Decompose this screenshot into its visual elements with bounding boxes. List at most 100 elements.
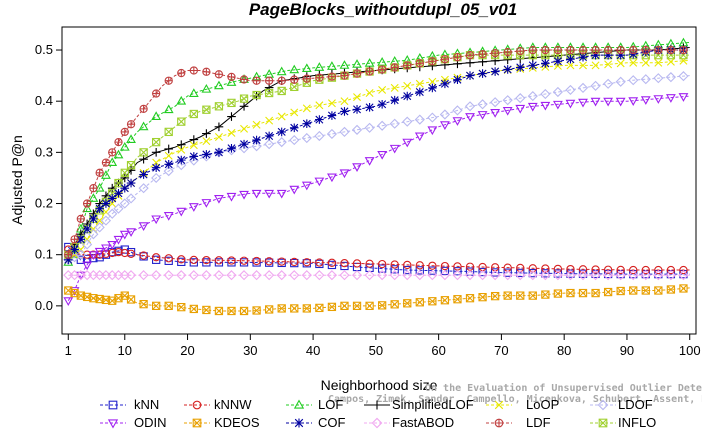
data-point [226,77,237,86]
data-point [427,112,438,123]
data-point [302,104,311,113]
data-point [227,112,236,121]
data-point [176,155,186,165]
data-point [390,95,400,105]
data-point [114,247,123,257]
legend-label: LDOF [618,397,653,412]
data-point [138,270,149,281]
legend-item-odin: ODIN [100,415,167,430]
data-point [152,89,161,98]
data-point [578,45,588,55]
data-point [327,111,337,120]
data-point [113,235,124,245]
data-point [277,76,286,85]
data-point [453,295,462,304]
legend-item-inflo: INFLO [590,415,656,430]
data-point [340,261,349,271]
data-point [152,137,161,147]
data-point [415,261,424,270]
data-point [252,135,261,145]
data-point [678,93,689,102]
data-point [264,131,274,141]
data-point [590,97,601,107]
data-point [314,130,325,142]
data-point [478,293,487,302]
y-axis: 0.0 0.1 0.2 0.3 0.4 0.5 [35,42,62,313]
x-tick-label: 100 [679,343,701,358]
data-point [107,157,118,167]
data-point [352,259,362,268]
data-point [202,150,211,159]
series-simplifiedlof [63,43,690,260]
data-point [277,127,287,137]
data-point [76,255,85,264]
data-point [666,45,676,55]
data-point [264,257,274,266]
legend-item-knnw: kNNW [184,397,252,412]
data-point [120,173,130,183]
data-point [214,256,224,265]
data-point [177,302,186,312]
data-point [515,270,526,281]
data-point [126,228,136,237]
data-point [227,256,236,265]
legend-item-lof: LOF [286,397,343,412]
data-point [120,168,129,177]
series-layer [63,37,690,316]
data-point [201,270,212,281]
data-point [666,285,676,294]
data-point [641,286,650,295]
y-axis-label: Adjusted P@n [9,135,25,225]
data-point [603,265,613,274]
data-point [327,258,337,267]
y-tick-label: 0.1 [35,247,53,262]
data-point [414,114,425,125]
series-ldf [64,45,690,259]
data-point [352,301,362,311]
data-point [177,257,186,267]
data-point [340,71,349,80]
data-point [440,55,450,64]
data-point [202,137,211,146]
data-point [541,290,550,299]
data-point [301,270,312,281]
data-point [189,109,198,119]
data-point [565,99,576,109]
data-point [577,82,589,93]
data-point [151,172,162,184]
data-point [276,189,287,199]
data-point [201,151,212,162]
data-point [629,45,638,55]
data-point [502,95,513,106]
series-line [67,59,690,261]
data-point [578,288,588,298]
data-point [490,48,500,58]
data-point [629,58,638,67]
data-point [63,270,74,281]
data-point [452,270,463,281]
data-point [516,46,525,56]
series-kdeos [64,284,690,316]
data-point [566,45,575,55]
data-point [289,270,300,281]
data-point [163,104,174,114]
data-point [528,268,537,278]
data-point [326,128,338,140]
data-point [239,256,249,265]
data-point [226,192,237,202]
x-tick-label: 10 [118,343,132,358]
data-point [290,304,299,313]
legend-item-knn: kNN [100,397,159,412]
data-point [214,70,224,79]
data-point [641,45,650,55]
data-point [238,270,250,281]
data-point [213,270,225,281]
data-point [314,177,325,187]
data-point [566,288,575,298]
data-point [552,86,563,98]
data-point [377,99,387,109]
data-point [528,291,537,300]
data-point [163,166,174,177]
x-tick-label: 50 [369,343,383,358]
data-point [503,55,513,65]
